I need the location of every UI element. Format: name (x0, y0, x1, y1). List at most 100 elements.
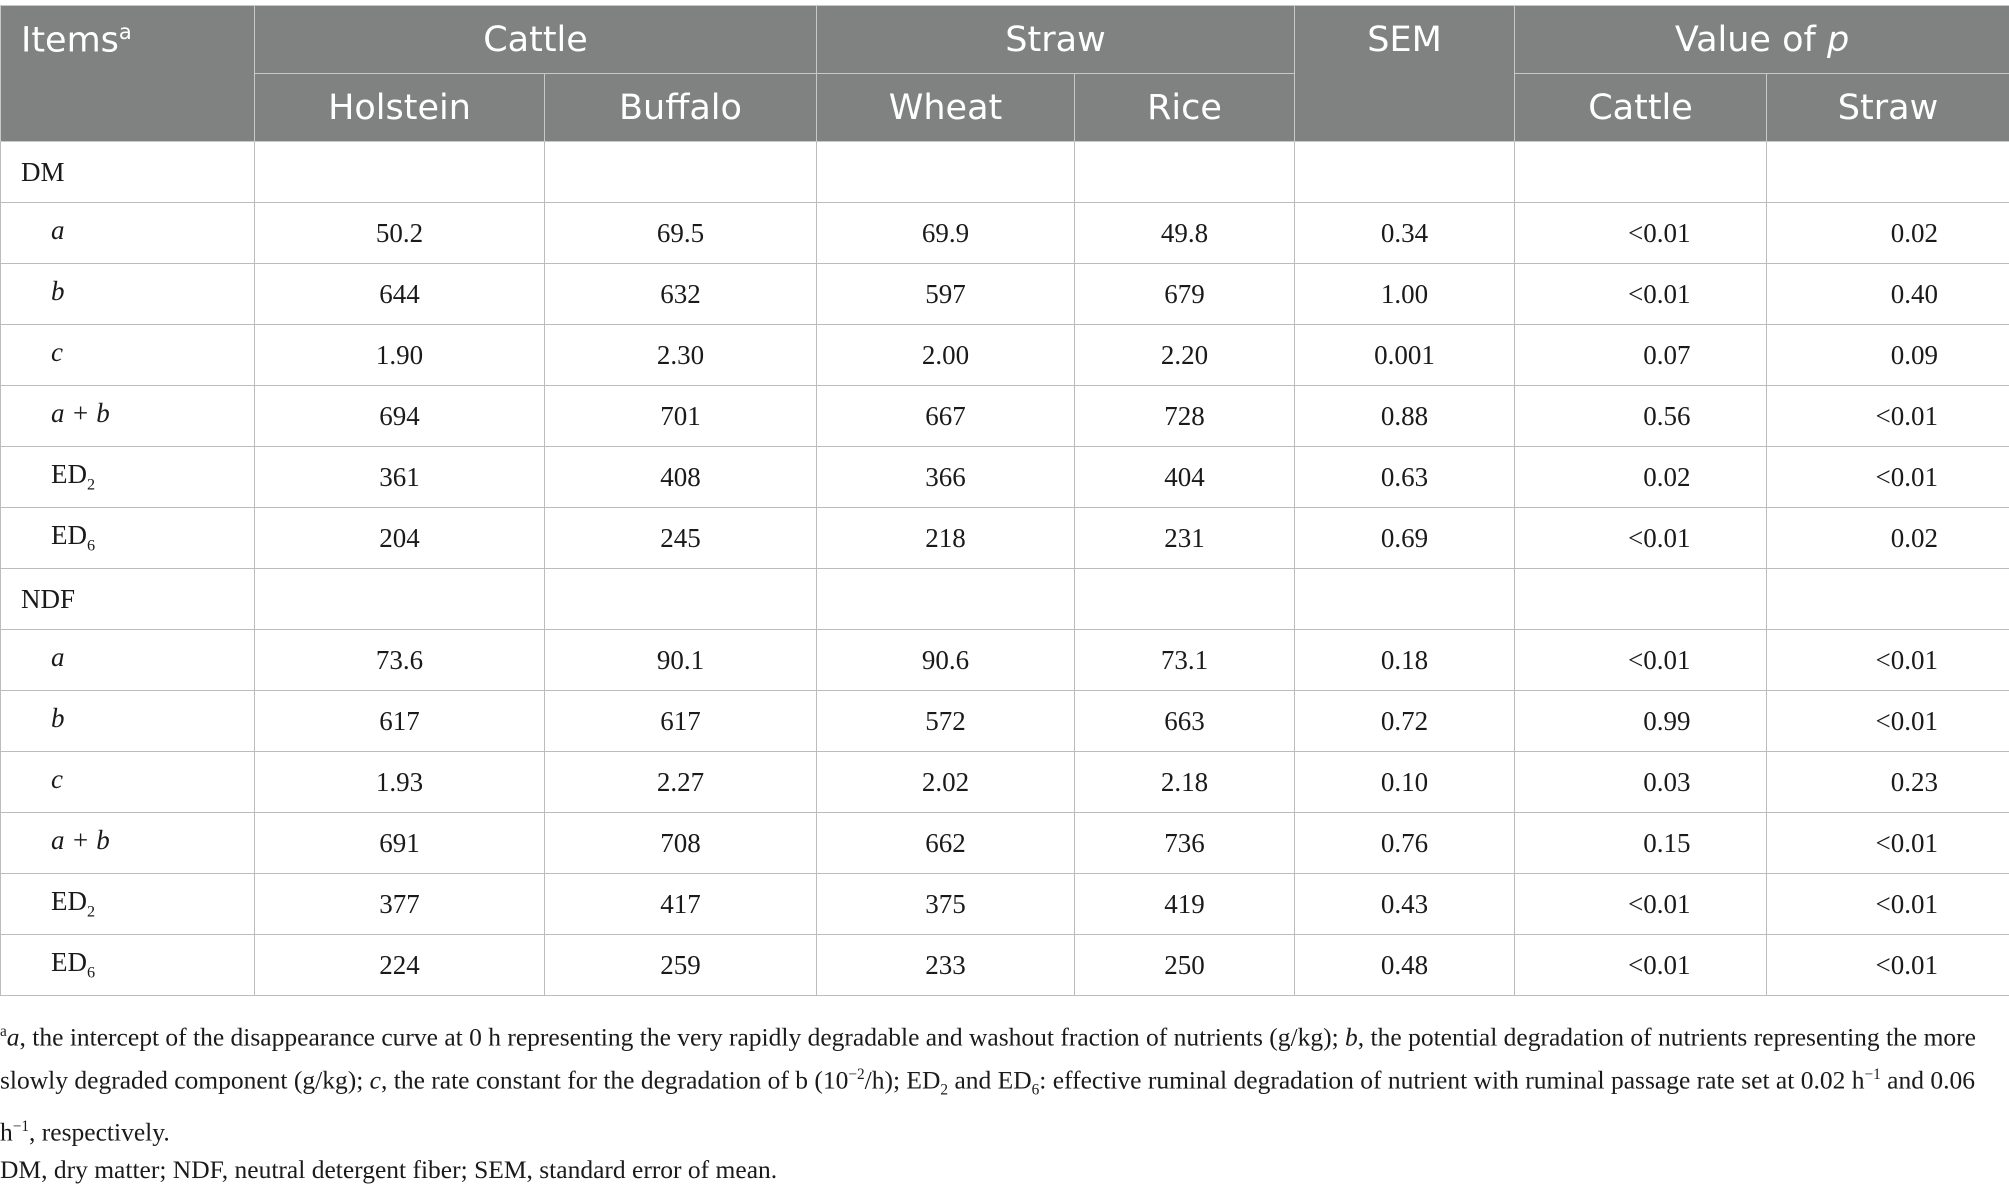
row-label: c (1, 752, 255, 813)
cell-buffalo: 245 (545, 508, 817, 569)
cell-rice: 231 (1075, 508, 1295, 569)
table-row: ED2 377 417 375 419 0.43 <0.01 <0.01 (1, 874, 2009, 935)
cell-holstein: 73.6 (255, 630, 545, 691)
cell-p-straw: <0.01 (1767, 935, 2009, 996)
cell-buffalo: 701 (545, 386, 817, 447)
buffalo-header: Buffalo (545, 74, 817, 142)
cell-p-straw: <0.01 (1767, 874, 2009, 935)
cell-p-cattle: 0.02 (1515, 447, 1767, 508)
table-row: a 50.2 69.5 69.9 49.8 0.34 <0.01 0.02 (1, 203, 2009, 264)
cell-buffalo: 69.5 (545, 203, 817, 264)
cell-sem: 0.001 (1295, 325, 1515, 386)
wheat-header: Wheat (817, 74, 1075, 142)
cell-p-cattle: <0.01 (1515, 264, 1767, 325)
cell-sem: 1.00 (1295, 264, 1515, 325)
row-label: ED6 (1, 508, 255, 569)
items-header: Itemsa (1, 6, 255, 142)
cell-p-straw: 0.02 (1767, 508, 2009, 569)
table-row: a + b 691 708 662 736 0.76 0.15 <0.01 (1, 813, 2009, 874)
cell-wheat: 572 (817, 691, 1075, 752)
cell-buffalo: 417 (545, 874, 817, 935)
row-label: a (1, 630, 255, 691)
cell-holstein: 50.2 (255, 203, 545, 264)
cell-rice: 404 (1075, 447, 1295, 508)
cell-rice: 728 (1075, 386, 1295, 447)
cell-p-straw: <0.01 (1767, 630, 2009, 691)
cell-sem: 0.76 (1295, 813, 1515, 874)
cell-wheat: 375 (817, 874, 1075, 935)
cell-p-straw: <0.01 (1767, 386, 2009, 447)
row-label: ED2 (1, 874, 255, 935)
row-label: ED2 (1, 447, 255, 508)
cell-rice: 736 (1075, 813, 1295, 874)
table-row: ED6 204 245 218 231 0.69 <0.01 0.02 (1, 508, 2009, 569)
cell-p-straw: 0.02 (1767, 203, 2009, 264)
degradation-table: Itemsa Cattle Straw SEM Value of p Holst… (0, 5, 2009, 996)
cell-buffalo: 617 (545, 691, 817, 752)
row-label: c (1, 325, 255, 386)
cell-holstein: 1.90 (255, 325, 545, 386)
cell-sem: 0.10 (1295, 752, 1515, 813)
table-footnote: aa, the intercept of the disappearance c… (0, 1013, 2000, 1188)
cell-sem: 0.88 (1295, 386, 1515, 447)
cell-sem: 0.72 (1295, 691, 1515, 752)
cell-p-cattle: <0.01 (1515, 935, 1767, 996)
cell-rice: 663 (1075, 691, 1295, 752)
row-label: a + b (1, 386, 255, 447)
group-row-dm: DM (1, 142, 2009, 203)
group-label: DM (1, 142, 255, 203)
cell-p-straw: 0.09 (1767, 325, 2009, 386)
group-label: NDF (1, 569, 255, 630)
cell-p-straw: <0.01 (1767, 813, 2009, 874)
cell-rice: 679 (1075, 264, 1295, 325)
cell-holstein: 691 (255, 813, 545, 874)
footnote-abbreviations: DM, dry matter; NDF, neutral detergent f… (0, 1151, 2000, 1188)
table-row: ED6 224 259 233 250 0.48 <0.01 <0.01 (1, 935, 2009, 996)
cell-holstein: 204 (255, 508, 545, 569)
table-row: c 1.93 2.27 2.02 2.18 0.10 0.03 0.23 (1, 752, 2009, 813)
footnote-definitions: aa, the intercept of the disappearance c… (0, 1013, 2000, 1151)
cell-wheat: 597 (817, 264, 1075, 325)
cell-p-cattle: 0.56 (1515, 386, 1767, 447)
cell-rice: 250 (1075, 935, 1295, 996)
cell-p-straw: 0.23 (1767, 752, 2009, 813)
cell-wheat: 662 (817, 813, 1075, 874)
cell-p-cattle: <0.01 (1515, 203, 1767, 264)
table-row: b 617 617 572 663 0.72 0.99 <0.01 (1, 691, 2009, 752)
p-straw-header: Straw (1767, 74, 2009, 142)
cell-buffalo: 259 (545, 935, 817, 996)
cell-buffalo: 90.1 (545, 630, 817, 691)
cell-p-straw: <0.01 (1767, 691, 2009, 752)
cell-sem: 0.18 (1295, 630, 1515, 691)
cell-rice: 419 (1075, 874, 1295, 935)
cell-holstein: 617 (255, 691, 545, 752)
holstein-header: Holstein (255, 74, 545, 142)
cell-sem: 0.34 (1295, 203, 1515, 264)
cell-p-cattle: <0.01 (1515, 508, 1767, 569)
cell-p-cattle: 0.07 (1515, 325, 1767, 386)
cell-p-straw: <0.01 (1767, 447, 2009, 508)
p-cattle-header: Cattle (1515, 74, 1767, 142)
cell-sem: 0.63 (1295, 447, 1515, 508)
cell-rice: 73.1 (1075, 630, 1295, 691)
table-row: a 73.6 90.1 90.6 73.1 0.18 <0.01 <0.01 (1, 630, 2009, 691)
row-label: b (1, 691, 255, 752)
cell-sem: 0.43 (1295, 874, 1515, 935)
cell-p-cattle: 0.03 (1515, 752, 1767, 813)
cell-wheat: 233 (817, 935, 1075, 996)
cell-wheat: 69.9 (817, 203, 1075, 264)
rice-header: Rice (1075, 74, 1295, 142)
cell-p-cattle: 0.99 (1515, 691, 1767, 752)
cell-holstein: 644 (255, 264, 545, 325)
cell-buffalo: 708 (545, 813, 817, 874)
cell-p-cattle: <0.01 (1515, 630, 1767, 691)
row-label: a (1, 203, 255, 264)
cell-holstein: 361 (255, 447, 545, 508)
cell-holstein: 224 (255, 935, 545, 996)
cell-rice: 49.8 (1075, 203, 1295, 264)
cell-wheat: 2.00 (817, 325, 1075, 386)
cell-holstein: 694 (255, 386, 545, 447)
cell-sem: 0.48 (1295, 935, 1515, 996)
row-label: ED6 (1, 935, 255, 996)
cell-wheat: 2.02 (817, 752, 1075, 813)
